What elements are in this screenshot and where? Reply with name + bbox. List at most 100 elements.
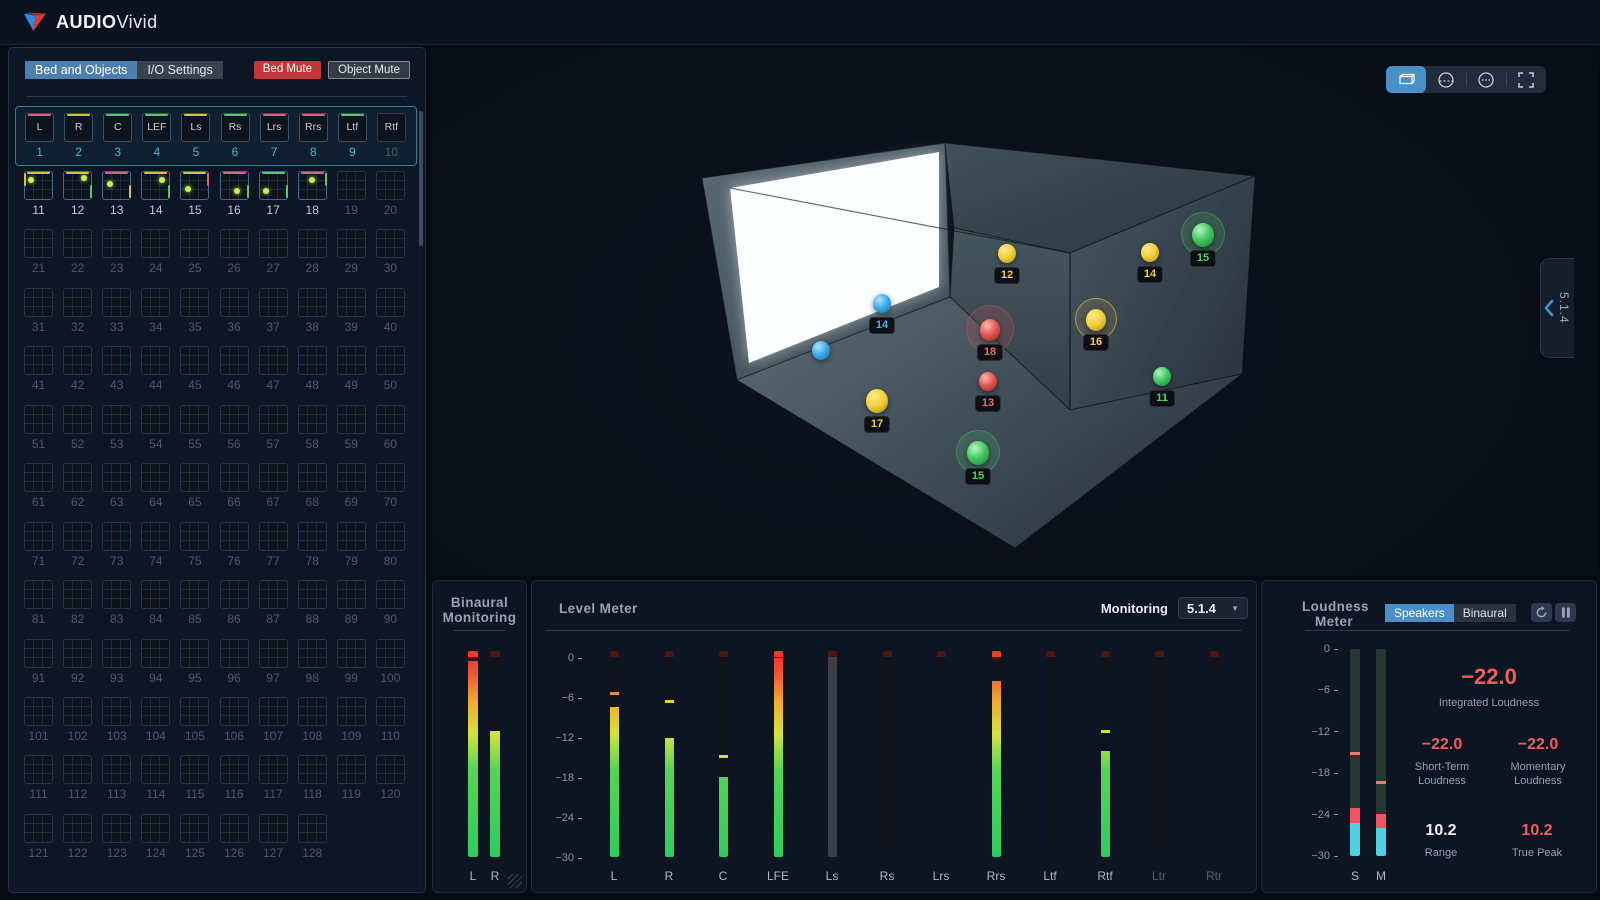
fullscreen-button[interactable]	[1506, 66, 1546, 93]
object-channel-cell[interactable]	[102, 287, 132, 317]
object-channel-cell[interactable]	[141, 404, 171, 434]
object-mute-button[interactable]: Object Mute	[328, 61, 410, 79]
object-channel-cell[interactable]	[375, 229, 405, 259]
object-channel-cell[interactable]	[297, 287, 327, 317]
object-channel-cell[interactable]	[258, 755, 288, 785]
object-channel-cell[interactable]	[24, 346, 54, 376]
object-channel-cell[interactable]	[102, 346, 132, 376]
object-channel-cell[interactable]	[375, 580, 405, 610]
audio-object[interactable]	[812, 341, 830, 361]
object-channel-cell[interactable]	[297, 696, 327, 726]
object-channel-cell[interactable]	[219, 521, 249, 551]
object-channel-cell[interactable]	[24, 521, 54, 551]
object-channel-cell[interactable]	[336, 171, 366, 200]
object-channel-cell[interactable]	[63, 171, 93, 200]
object-channel-cell[interactable]	[141, 229, 171, 259]
object-channel-cell[interactable]	[180, 171, 210, 200]
object-channel-cell[interactable]	[219, 346, 249, 376]
tab-io-settings[interactable]: I/O Settings	[137, 61, 223, 79]
object-channel-cell[interactable]	[297, 638, 327, 668]
object-channel-cell[interactable]	[24, 171, 54, 200]
object-channel-cell[interactable]	[180, 813, 210, 843]
object-channel-cell[interactable]	[102, 813, 132, 843]
object-channel-cell[interactable]	[297, 813, 327, 843]
audio-object[interactable]	[980, 319, 1000, 341]
object-channel-cell[interactable]	[375, 463, 405, 493]
bed-channel-cell[interactable]: C	[103, 113, 133, 142]
room-viewport[interactable]: 12 14 15 14 18 16 13 11 17 15 5.1.4	[430, 47, 1598, 576]
object-channel-cell[interactable]	[336, 696, 366, 726]
object-channel-cell[interactable]	[258, 346, 288, 376]
object-channel-cell[interactable]	[102, 404, 132, 434]
object-channel-cell[interactable]	[219, 287, 249, 317]
tab-speakers[interactable]: Speakers	[1385, 604, 1454, 622]
bed-channel-cell[interactable]: R	[64, 113, 94, 142]
object-channel-cell[interactable]	[141, 521, 171, 551]
object-channel-cell[interactable]	[375, 521, 405, 551]
object-channel-cell[interactable]	[63, 287, 93, 317]
object-channel-cell[interactable]	[141, 813, 171, 843]
object-channel-cell[interactable]	[102, 696, 132, 726]
object-channel-cell[interactable]	[24, 229, 54, 259]
audio-object[interactable]	[866, 389, 888, 413]
object-channel-cell[interactable]	[63, 755, 93, 785]
tab-binaural[interactable]: Binaural	[1453, 604, 1516, 622]
object-channel-cell[interactable]	[258, 696, 288, 726]
object-channel-cell[interactable]	[141, 463, 171, 493]
object-channel-cell[interactable]	[180, 696, 210, 726]
object-channel-cell[interactable]	[219, 171, 249, 200]
audio-object[interactable]	[1153, 367, 1171, 387]
audio-object[interactable]	[1141, 243, 1159, 263]
object-channel-cell[interactable]	[219, 229, 249, 259]
object-channel-cell[interactable]	[219, 638, 249, 668]
bed-channel-cell[interactable]: LEF	[142, 113, 172, 142]
object-channel-cell[interactable]	[258, 229, 288, 259]
object-channel-cell[interactable]	[180, 229, 210, 259]
object-channel-cell[interactable]	[24, 696, 54, 726]
object-channel-cell[interactable]	[180, 521, 210, 551]
object-channel-cell[interactable]	[336, 638, 366, 668]
object-channel-cell[interactable]	[219, 580, 249, 610]
more-options-button[interactable]	[1466, 66, 1506, 93]
bed-channel-cell[interactable]: Rs	[220, 113, 250, 142]
object-channel-cell[interactable]	[24, 580, 54, 610]
resize-grip[interactable]	[508, 874, 522, 888]
object-channel-cell[interactable]	[297, 229, 327, 259]
object-channel-cell[interactable]	[102, 171, 132, 200]
object-channel-cell[interactable]	[258, 404, 288, 434]
object-channel-cell[interactable]	[297, 171, 327, 200]
object-channel-cell[interactable]	[180, 638, 210, 668]
object-channel-cell[interactable]	[63, 463, 93, 493]
object-channel-cell[interactable]	[141, 287, 171, 317]
object-channel-cell[interactable]	[63, 346, 93, 376]
tab-bed-and-objects[interactable]: Bed and Objects	[25, 61, 138, 79]
object-channel-cell[interactable]	[141, 346, 171, 376]
object-channel-cell[interactable]	[24, 404, 54, 434]
object-channel-cell[interactable]	[375, 638, 405, 668]
object-channel-cell[interactable]	[375, 696, 405, 726]
object-channel-cell[interactable]	[180, 287, 210, 317]
reset-button[interactable]	[1531, 603, 1552, 622]
object-channel-cell[interactable]	[375, 404, 405, 434]
scrollbar-thumb[interactable]	[419, 111, 423, 246]
object-channel-cell[interactable]	[219, 813, 249, 843]
object-channel-cell[interactable]	[63, 580, 93, 610]
object-channel-cell[interactable]	[258, 287, 288, 317]
audio-object[interactable]	[1192, 223, 1214, 247]
bed-channel-cell[interactable]: L	[25, 113, 55, 142]
object-channel-cell[interactable]	[180, 404, 210, 434]
scrollbar-track[interactable]	[419, 106, 423, 888]
object-channel-cell[interactable]	[297, 346, 327, 376]
object-channel-cell[interactable]	[141, 580, 171, 610]
object-channel-cell[interactable]	[24, 638, 54, 668]
object-channel-cell[interactable]	[180, 346, 210, 376]
object-channel-cell[interactable]	[219, 463, 249, 493]
bed-channel-cell[interactable]: Rtf	[376, 113, 406, 142]
object-channel-cell[interactable]	[102, 755, 132, 785]
object-channel-cell[interactable]	[102, 521, 132, 551]
object-channel-cell[interactable]	[258, 171, 288, 200]
object-channel-cell[interactable]	[336, 229, 366, 259]
object-channel-cell[interactable]	[141, 696, 171, 726]
bed-channel-cell[interactable]: Ls	[181, 113, 211, 142]
object-channel-cell[interactable]	[102, 638, 132, 668]
